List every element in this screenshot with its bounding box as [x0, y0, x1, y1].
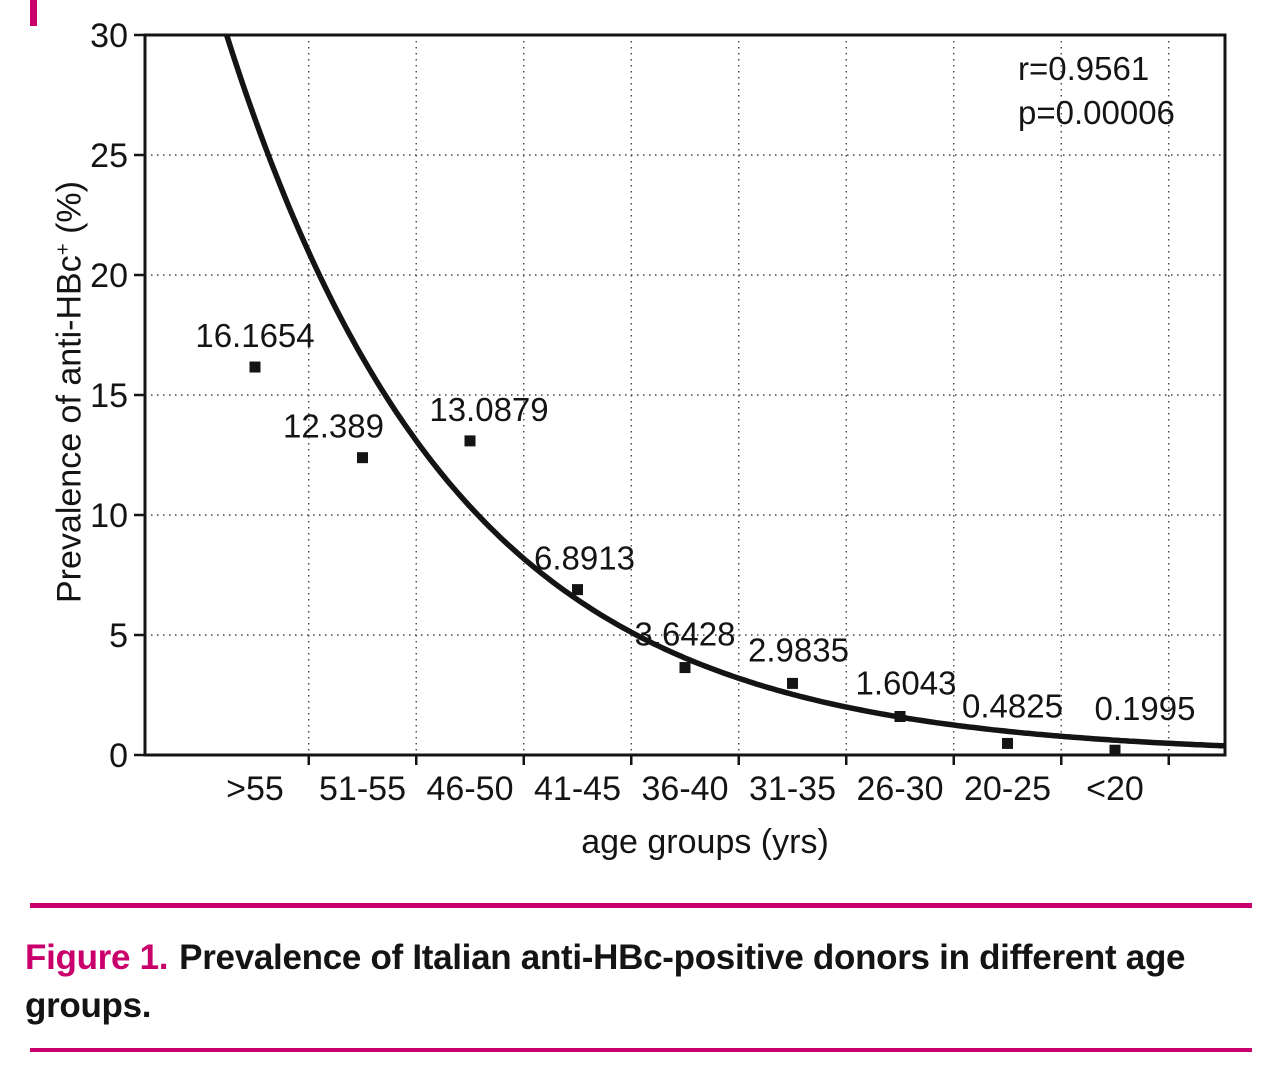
x-tick-label: >55 [226, 770, 284, 808]
prevalence-chart: 16.1654 12.389 13.0879 6.8913 3.6428 2.98351.… [90, 17, 1227, 861]
data-point [1002, 737, 1013, 749]
data-point [1109, 744, 1121, 756]
y-axis-title-unit: (%) [50, 181, 89, 244]
x-tick-label: 51-55 [319, 770, 406, 808]
point-label: 6.8913 [534, 540, 635, 577]
point-label: 12.389 [283, 408, 384, 445]
caption-top-rule [30, 903, 1252, 908]
y-tick-label: 30 [90, 17, 128, 55]
data-point [787, 677, 798, 689]
x-axis-title: age groups (yrs) [581, 823, 829, 861]
page-edge-mark [30, 0, 37, 26]
y-tick-label: 20 [90, 257, 128, 295]
x-tick-label: 31-35 [749, 770, 836, 808]
y-axis-title-superscript: + [52, 243, 75, 256]
x-tick-label: 26-30 [857, 770, 944, 808]
gridlines [145, 35, 1225, 755]
x-tick-label: 41-45 [534, 770, 621, 808]
stats-annotation: r=0.9561 [1018, 50, 1149, 87]
data-point [679, 662, 691, 674]
point-label: 13.0879 [429, 391, 548, 428]
x-tick-label: 20-25 [964, 770, 1051, 808]
point-label: 3.6428 [635, 616, 736, 653]
y-axis-title: Prevalence of anti-HBc+ (%) [51, 181, 90, 603]
data-point [464, 435, 476, 447]
data-point [894, 710, 906, 722]
point-label: 1.6043 [856, 664, 957, 701]
y-tick-labels: 0 5 10 15 20 25 30 [90, 17, 128, 775]
x-tick-label: 46-50 [427, 770, 514, 808]
figure-caption-text: Prevalence of Italian anti-HBc-positive … [25, 938, 1186, 1025]
data-point [572, 584, 583, 596]
plot-frame [143, 33, 1227, 757]
figure-caption-label: Figure 1. [25, 938, 169, 977]
data-point [249, 361, 261, 373]
y-tick-label: 0 [109, 737, 128, 775]
y-tick-label: 25 [90, 137, 128, 175]
point-label: 2.9835 [748, 631, 849, 668]
point-label: 0.1995 [1095, 690, 1196, 727]
point-labels: 16.1654 12.389 13.0879 6.8913 3.6428 2.98351.… [195, 317, 1195, 727]
x-tick-label: <20 [1086, 770, 1144, 808]
data-points [249, 361, 1121, 756]
y-tick-label: 15 [90, 377, 128, 415]
x-tick-labels: >55 51-55 46-50 41-45 36-40 31-35 26-30 20-25 <2… [226, 770, 1144, 808]
caption-bottom-rule [30, 1048, 1252, 1052]
trendline-curve [223, 35, 1225, 749]
x-tick-label: 36-40 [642, 770, 729, 808]
axis-ticks [134, 33, 1170, 765]
y-axis-title-text: Prevalence of anti-HBc [50, 255, 89, 603]
point-label: 16.1654 [195, 317, 314, 354]
stats-annotation: p=0.00006 [1018, 94, 1175, 131]
point-label: 0.4825 [962, 687, 1063, 724]
y-tick-label: 5 [109, 617, 128, 655]
y-tick-label: 10 [90, 497, 128, 535]
data-point [357, 452, 368, 464]
figure-caption: Figure 1. Prevalence of Italian anti-HBc-… [25, 934, 1265, 1030]
